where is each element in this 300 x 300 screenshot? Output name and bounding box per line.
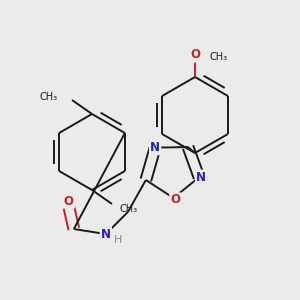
Text: O: O <box>64 194 74 208</box>
Text: O: O <box>170 194 181 206</box>
Text: CH₃: CH₃ <box>120 204 138 214</box>
Text: N: N <box>101 227 111 241</box>
Text: CH₃: CH₃ <box>40 92 58 102</box>
Text: CH₃: CH₃ <box>209 52 227 62</box>
Text: O: O <box>190 49 200 62</box>
Text: N: N <box>196 171 206 184</box>
Text: N: N <box>150 141 160 154</box>
Text: H: H <box>114 235 122 245</box>
